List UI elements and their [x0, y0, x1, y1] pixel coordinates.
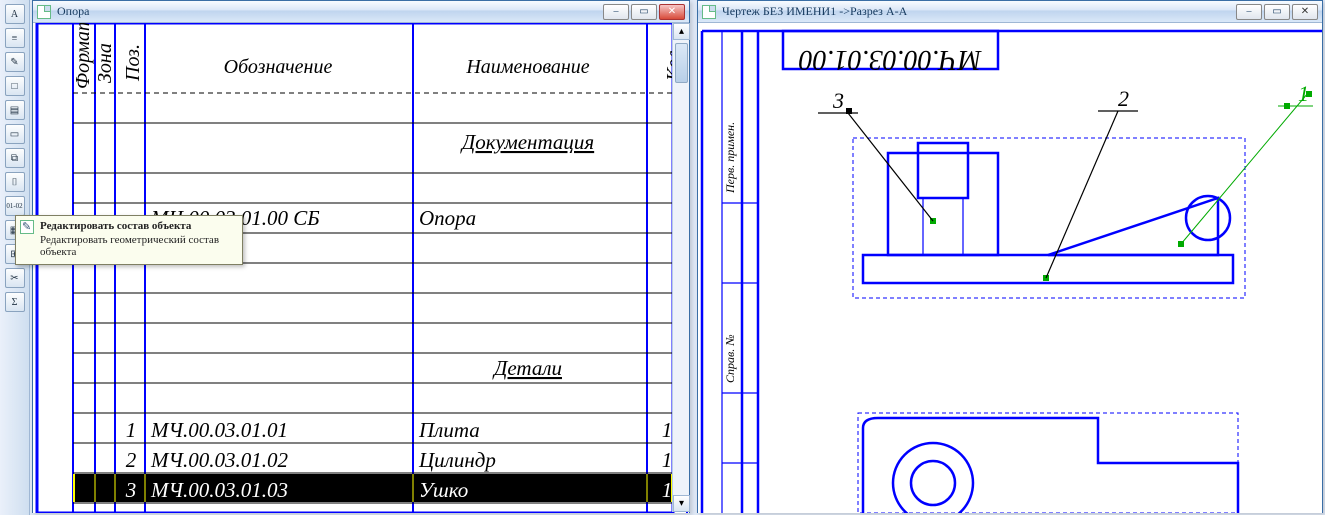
- spec-titlebar[interactable]: Опора – ▭ ✕: [33, 1, 689, 23]
- spec-body[interactable]: Формат Зона Поз. Обозначение Наименовани…: [33, 23, 689, 513]
- cell-pos[interactable]: 1: [126, 418, 137, 442]
- drawing-window: Чертеж БЕЗ ИМЕНИ1 ->Разрез А-А – ▭ ✕ Пер…: [697, 0, 1323, 513]
- balloon-3: 3: [832, 88, 844, 113]
- scroll-down-icon[interactable]: ▾: [673, 495, 690, 512]
- cell-desig[interactable]: МЧ.00.03.01.02: [150, 448, 288, 472]
- tool-icon[interactable]: ▭: [5, 124, 25, 144]
- cell-qty[interactable]: 1: [662, 418, 673, 442]
- tool-icon[interactable]: ✎: [5, 52, 25, 72]
- drawing-code: МЧ.00.03.01.00: [799, 44, 983, 75]
- cell-name[interactable]: Опора: [419, 206, 476, 230]
- col-designation: Обозначение: [224, 56, 333, 78]
- col-zone: Зона: [94, 43, 116, 83]
- minimize-button[interactable]: –: [603, 4, 629, 20]
- section-docs: Документация: [460, 130, 594, 154]
- tool-icon[interactable]: ⌷: [5, 172, 25, 192]
- cell-pos[interactable]: 2: [126, 448, 137, 472]
- maximize-button[interactable]: ▭: [1264, 4, 1290, 20]
- cell-qty[interactable]: 1: [662, 478, 673, 502]
- document-icon: [702, 5, 716, 19]
- cell-pos[interactable]: 3: [125, 478, 137, 502]
- tool-icon[interactable]: ⧉: [5, 148, 25, 168]
- col-pos: Поз.: [122, 44, 144, 82]
- draw-window-title: Чертеж БЕЗ ИМЕНИ1 ->Разрез А-А: [722, 4, 907, 19]
- cell-name[interactable]: Ушко: [419, 478, 468, 502]
- scroll-up-icon[interactable]: ▴: [673, 23, 690, 40]
- tooltip: Редактировать состав объекта Редактирова…: [15, 215, 243, 265]
- vertical-scrollbar[interactable]: ▴ ▾: [672, 23, 689, 512]
- balloon-2: 2: [1118, 86, 1129, 111]
- close-button[interactable]: ✕: [1292, 4, 1318, 20]
- maximize-button[interactable]: ▭: [631, 4, 657, 20]
- tool-icon[interactable]: ✂: [5, 268, 25, 288]
- tool-icon[interactable]: A: [5, 4, 25, 24]
- cell-name[interactable]: Плита: [418, 418, 480, 442]
- cell-name[interactable]: Цилиндр: [418, 448, 496, 472]
- spec-window-title: Опора: [57, 4, 89, 19]
- cell-desig[interactable]: МЧ.00.03.01.01: [150, 418, 288, 442]
- tool-icon[interactable]: ≡: [5, 28, 25, 48]
- side-label-bottom: Справ. №: [723, 334, 737, 383]
- document-icon: [37, 5, 51, 19]
- tool-icon[interactable]: Σ: [5, 292, 25, 312]
- col-format: Формат: [72, 23, 94, 89]
- cell-qty[interactable]: 1: [662, 448, 673, 472]
- scroll-thumb[interactable]: [675, 43, 688, 83]
- tool-icon[interactable]: 01-02: [5, 196, 25, 216]
- draw-titlebar[interactable]: Чертеж БЕЗ ИМЕНИ1 ->Разрез А-А – ▭ ✕: [698, 1, 1322, 23]
- edit-composition-icon: [20, 220, 34, 234]
- tooltip-body: Редактировать геометрический состав объе…: [40, 234, 236, 258]
- draw-body[interactable]: Перв. примен. Справ. № МЧ.00.03.01.00: [698, 23, 1322, 513]
- close-button[interactable]: ✕: [659, 4, 685, 20]
- tool-icon[interactable]: □: [5, 76, 25, 96]
- tooltip-title: Редактировать состав объекта: [40, 220, 236, 232]
- col-name: Наименование: [465, 56, 589, 78]
- side-label-top: Перв. примен.: [723, 122, 737, 194]
- tool-icon[interactable]: ▤: [5, 100, 25, 120]
- minimize-button[interactable]: –: [1236, 4, 1262, 20]
- balloon-1: 1: [1298, 81, 1309, 106]
- cell-desig[interactable]: МЧ.00.03.01.03: [150, 478, 288, 502]
- section-parts: Детали: [492, 356, 562, 380]
